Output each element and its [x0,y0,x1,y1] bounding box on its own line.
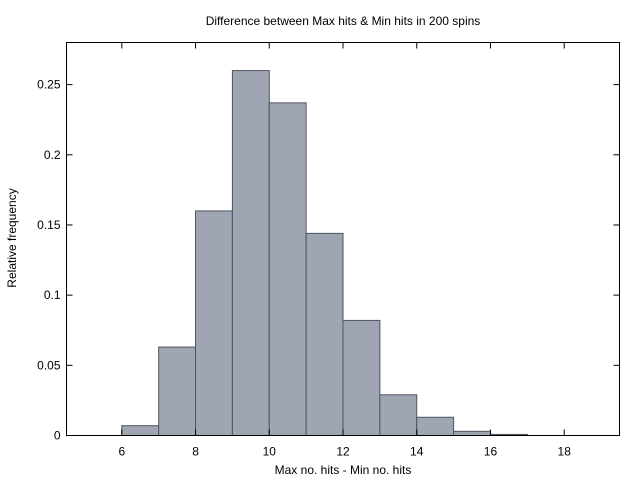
histogram-bar-8 [416,416,455,436]
histogram-bar-9 [453,430,491,436]
x-tick-label: 6 [118,445,125,459]
x-tick-label: 8 [192,445,199,459]
chart-title: Difference between Max hits & Min hits i… [206,14,481,28]
y-tick-label: 0.2 [44,148,61,162]
histogram-bar-1 [158,346,197,437]
bars-group [121,70,528,437]
y-tick-label: 0.25 [37,78,61,92]
histogram-bar-4 [268,102,307,436]
y-axis-label: Relative frequency [5,188,19,287]
y-tick-label: 0.1 [44,288,61,302]
x-tick-label: 14 [410,445,424,459]
histogram-bar-7 [379,394,418,436]
plot-frame [66,42,620,436]
x-tick-label: 10 [263,445,277,459]
histogram-bar-3 [231,70,270,436]
histogram-bar-0 [121,425,160,436]
y-tick-label: 0 [54,429,61,443]
y-tick-label: 0.05 [37,358,61,372]
x-tick-label: 16 [484,445,498,459]
x-tick-label: 18 [558,445,572,459]
y-tick-label: 0.15 [37,218,61,232]
x-axis-label: Max no. hits - Min no. hits [275,463,412,477]
x-tick-label: 12 [336,445,350,459]
histogram-bar-5 [305,232,344,436]
histogram-bar-6 [342,319,381,436]
tick-labels-group: 6 8 10 12 14 16 18 0 0.05 0.1 0.15 0.2 0.25 [37,78,571,459]
histogram-bar-2 [195,210,233,436]
